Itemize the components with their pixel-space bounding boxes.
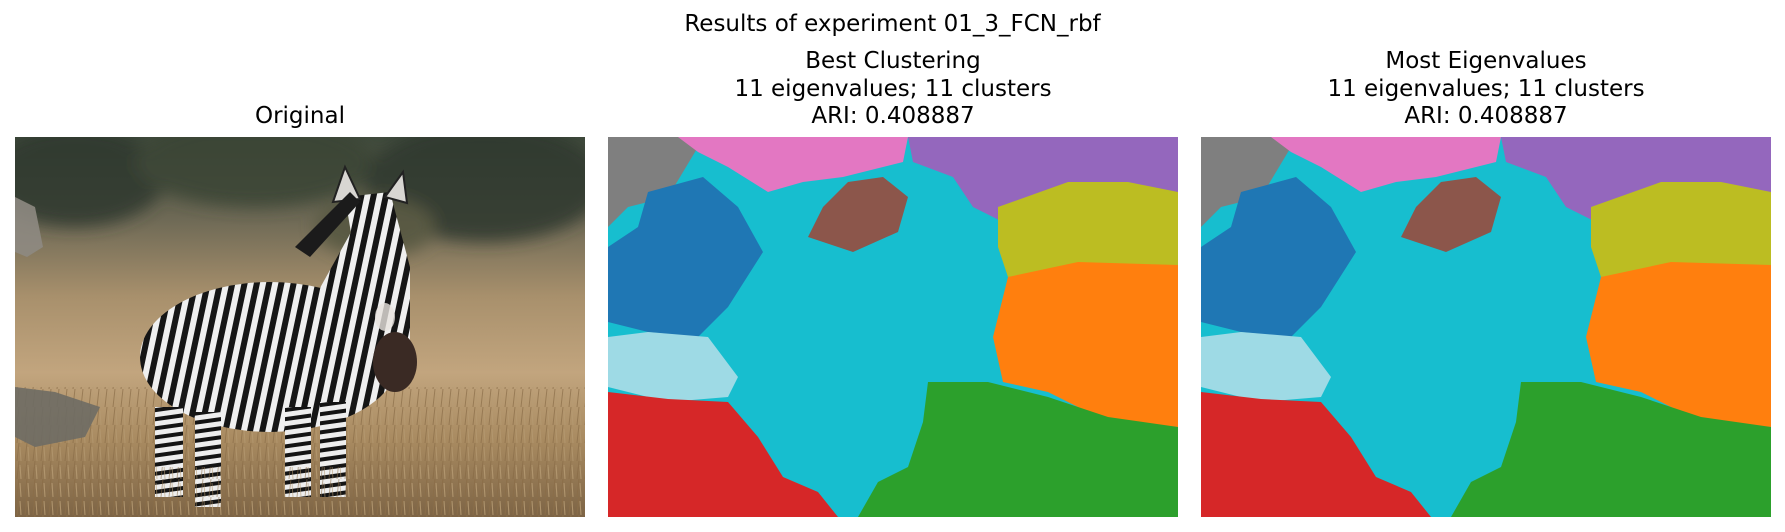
cluster-region-red: [608, 392, 838, 517]
cluster-region-brown: [1401, 177, 1501, 252]
panel-title-most-eigenvalues: Most Eigenvalues 11 eigenvalues; 11 clus…: [1201, 48, 1771, 131]
zebra-photo: [15, 137, 585, 517]
cluster-region-gray: [1201, 137, 1291, 227]
best-clustering-map: [608, 137, 1178, 517]
cluster-region-orange: [993, 262, 1178, 427]
panel-title-line: 11 eigenvalues; 11 clusters: [734, 75, 1052, 102]
cluster-region-blue: [608, 177, 763, 337]
panel-title-line: ARI: 0.408887: [811, 103, 975, 129]
panel-title-line: 11 eigenvalues; 11 clusters: [1327, 75, 1645, 102]
cluster-region-gray: [608, 137, 698, 227]
cluster-region-orange: [1586, 262, 1771, 427]
cluster-region-purple: [908, 137, 1178, 222]
panel-title-original: Original: [15, 103, 585, 131]
panel-title-line: Original: [254, 103, 345, 129]
cluster-region-brown: [808, 177, 908, 252]
cluster-region-green: [858, 382, 1178, 517]
cluster-region-olive: [998, 182, 1178, 277]
panel-title-line: ARI: 0.408887: [1404, 103, 1568, 129]
cluster-region-red: [1201, 392, 1431, 517]
cluster-region-green: [1451, 382, 1771, 517]
cluster-region-pink: [678, 137, 908, 192]
cluster-region-blue: [1201, 177, 1356, 337]
cluster-region-light-cyan: [608, 332, 738, 402]
panel-title-best-clustering: Best Clustering 11 eigenvalues; 11 clust…: [608, 48, 1178, 131]
cluster-segmentation: [1201, 137, 1771, 517]
most-eigenvalues-map: [1201, 137, 1771, 517]
cluster-region-purple: [1501, 137, 1771, 222]
panel-title-line: Best Clustering: [805, 48, 981, 74]
cluster-region-pink: [1271, 137, 1501, 192]
figure-suptitle: Results of experiment 01_3_FCN_rbf: [684, 11, 1101, 37]
original-image: [15, 137, 585, 517]
cluster-segmentation: [608, 137, 1178, 517]
cluster-region-olive: [1591, 182, 1771, 277]
cluster-region-light-cyan: [1201, 332, 1331, 402]
panel-title-line: Most Eigenvalues: [1385, 48, 1587, 74]
